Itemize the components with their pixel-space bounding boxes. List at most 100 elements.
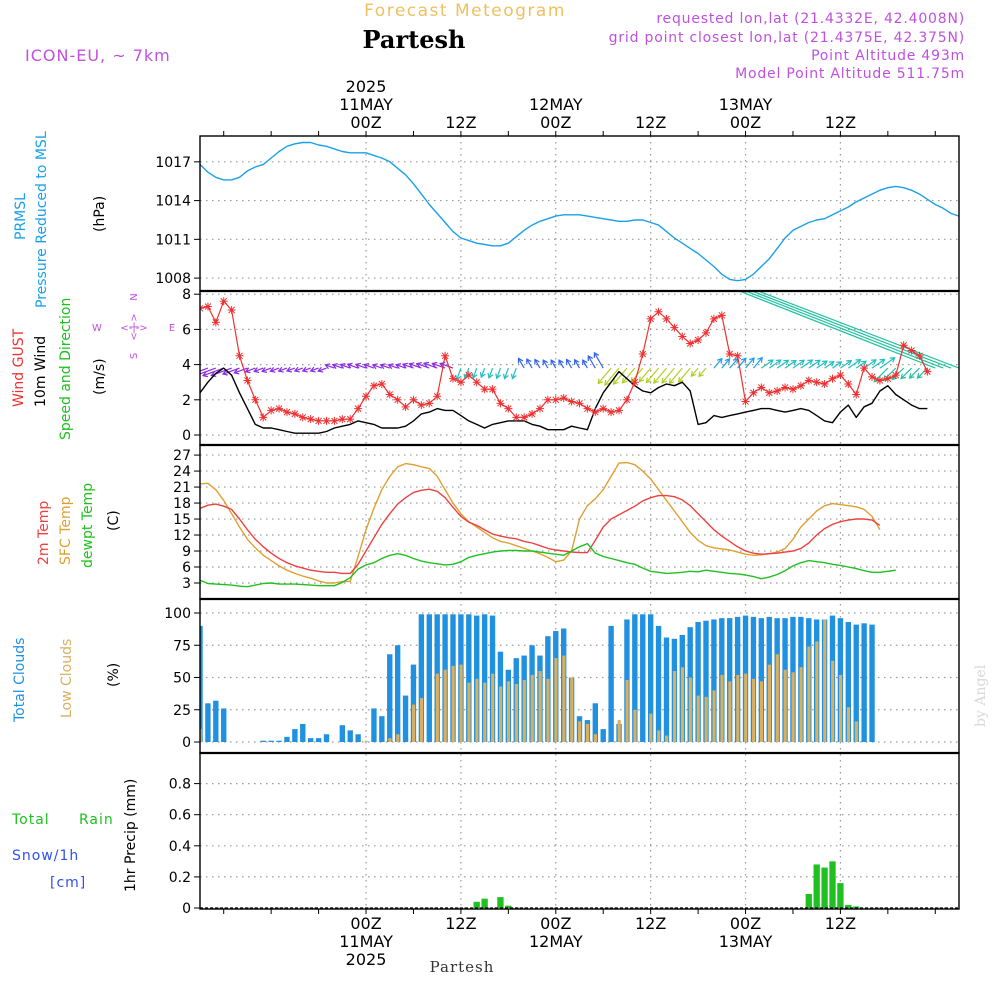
pressure-axis-tick-label: 1017 — [155, 155, 191, 171]
wind-direction-arrowhead — [221, 369, 229, 376]
wind-gust-marker — [417, 401, 426, 410]
wind-gust-marker — [836, 371, 845, 380]
low-cloud-bar — [530, 674, 534, 742]
wind-gust-marker — [670, 323, 679, 332]
temp-axis-tick-label: 12 — [173, 528, 191, 544]
wind-gust-marker — [591, 408, 600, 417]
total-cloud-bar — [647, 614, 654, 742]
temp-axis-tick-label: 21 — [173, 480, 191, 496]
wind-direction-arrow — [737, 291, 936, 369]
low-cloud-bar — [483, 682, 487, 742]
low-cloud-bar — [538, 671, 542, 742]
wind-direction-arrowhead — [431, 361, 438, 368]
compass-east: E — [169, 323, 175, 334]
wind-gust-marker — [757, 383, 766, 392]
wind-gust-marker — [472, 378, 481, 387]
wind-direction-arrowhead — [716, 357, 723, 364]
wind-direction-arrow — [456, 367, 462, 380]
wind-gust-marker — [796, 381, 805, 390]
wind-gust-marker — [781, 383, 790, 392]
wind-direction-arrowhead — [371, 363, 378, 370]
wind-direction-arrow — [496, 367, 502, 379]
wind-direction-arrowhead — [900, 373, 907, 380]
wind-direction-arrow — [847, 359, 861, 369]
wind-gust-marker — [543, 395, 552, 404]
wind-direction-arrowhead — [317, 366, 324, 373]
wind-gust-marker — [883, 374, 892, 383]
wind-gust-marker — [496, 399, 505, 408]
wind-direction-arrow — [200, 367, 209, 372]
wind-gust-marker — [346, 415, 355, 424]
sfc-temp-line — [200, 461, 881, 584]
wind-direction-arrow — [871, 358, 885, 369]
wind-direction-arrow — [542, 359, 549, 369]
wind-gust-marker — [282, 408, 291, 417]
low-cloud-bar — [475, 678, 479, 742]
wind-label-10m: 10m Wind — [33, 336, 49, 407]
wind-direction-arrowhead — [587, 354, 593, 362]
total-cloud-bar — [323, 734, 330, 742]
wind-direction-arrowhead — [916, 373, 923, 379]
wind-direction-arrowhead — [354, 362, 361, 369]
wind-direction-arrowhead — [668, 378, 675, 385]
pressure-axis-tick-label: 1011 — [155, 232, 191, 248]
time-label-top: 00Z — [350, 113, 381, 132]
wind-direction-arrowhead — [324, 363, 331, 370]
wind-gust-marker — [891, 371, 900, 380]
total-cloud-bar — [213, 700, 219, 742]
cloud-unit: (%) — [106, 663, 122, 687]
compass-horizontal: <-|-> — [120, 323, 147, 334]
wind-direction-arrowhead — [814, 359, 821, 366]
wind-direction-arrowhead — [331, 363, 338, 369]
wind-gust-marker — [915, 351, 924, 360]
cloud-series-group — [200, 614, 875, 742]
wind-gust-marker — [441, 351, 450, 360]
pressure-axis-tick-label: 1008 — [155, 271, 191, 287]
grid-point-coords: grid point closest lon,lat (21.4375E, 42… — [609, 30, 965, 46]
low-cloud-bar — [823, 619, 827, 742]
compass-vertical: <-|-> — [129, 313, 140, 340]
temp-2m-line — [200, 488, 881, 575]
wind-gust-marker — [702, 328, 710, 337]
wind-direction-arrow — [613, 367, 628, 385]
time-label-bottom: 00Z — [350, 914, 381, 933]
wind-direction-arrowhead — [415, 362, 422, 368]
wind-direction-arrow — [855, 360, 867, 369]
precip-series-group — [200, 861, 959, 909]
pressure-labels: PRMSL Pressure Reduced to MSL (hPa) — [13, 131, 108, 308]
low-cloud-bar — [633, 709, 637, 742]
low-cloud-bar — [617, 720, 621, 742]
total-cloud-bar — [284, 736, 290, 742]
wind-direction-arrow — [900, 367, 912, 380]
time-label-top: 00Z — [540, 113, 571, 132]
low-cloud-bar — [200, 729, 202, 742]
low-cloud-bar — [585, 723, 590, 742]
precip-bar — [805, 894, 812, 908]
wind-gust-marker — [369, 381, 378, 390]
wind-direction-arrowhead — [861, 360, 868, 367]
wind-gust-marker — [875, 376, 884, 385]
compass-north: N — [129, 293, 140, 300]
precip-bar — [837, 883, 844, 908]
wind-direction-arrow — [518, 358, 525, 369]
wind-direction-arrow — [808, 359, 821, 369]
wind-direction-arrow — [245, 367, 256, 373]
precip-bar — [505, 905, 512, 908]
wind-direction-arrowhead — [346, 362, 353, 369]
wind-gust-marker — [923, 367, 932, 376]
wind-gust-marker — [298, 413, 307, 422]
time-label-bottom: 13MAY — [719, 932, 773, 951]
wind-direction-arrowhead — [677, 376, 684, 383]
precip-bar — [473, 901, 480, 908]
grid-layer — [200, 136, 959, 909]
precip-axis-tick-label: 0.6 — [169, 808, 191, 824]
total-cloud-bar — [394, 645, 401, 742]
wind-gust-marker — [654, 307, 663, 316]
wind-gust-marker — [868, 372, 877, 381]
wind-direction-arrowhead — [908, 373, 915, 379]
total-cloud-bar — [387, 654, 393, 742]
low-cloud-bar — [396, 734, 400, 742]
wind-gust-marker — [646, 314, 655, 323]
wind-direction-arrow — [678, 367, 691, 383]
wind-gust-marker — [844, 379, 853, 388]
